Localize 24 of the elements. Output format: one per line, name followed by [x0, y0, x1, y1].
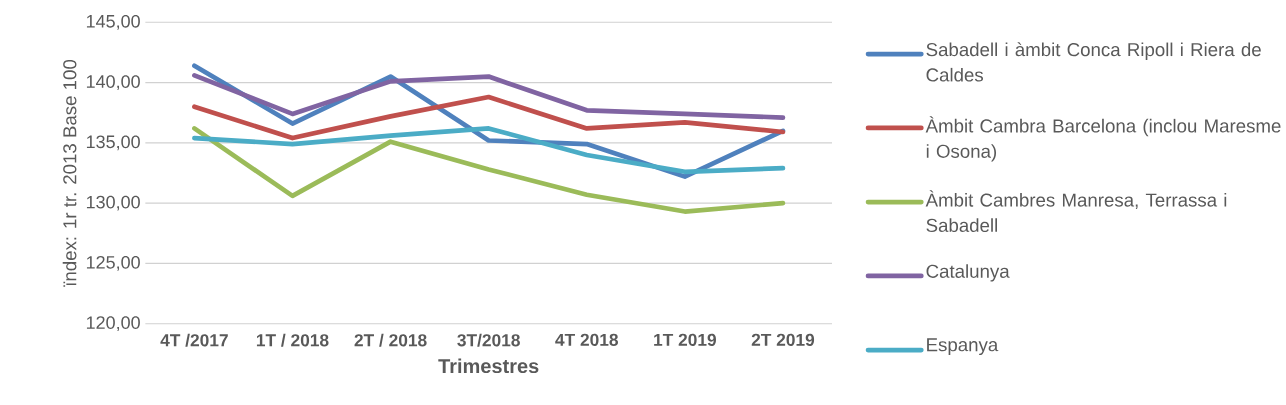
x-tick-label: 1T 2019	[654, 333, 716, 346]
x-tick-label: 4T /2017	[160, 333, 228, 347]
legend-label: Espanya	[927, 338, 999, 356]
line-series	[192, 73, 786, 120]
x-tick-label: 2T 2019	[751, 333, 815, 346]
x-tick-label: 3T/2018	[457, 333, 520, 347]
line-series	[192, 126, 786, 214]
y-tick-label: 140,00	[86, 75, 140, 91]
y-tick-label: 130,00	[86, 195, 140, 211]
y-tick-label: 145,00	[86, 14, 140, 30]
y-axis-title: ïndex: 1r tr. 2013 Base 100	[62, 59, 77, 287]
legend-label: Àmbit Cambra Barcelona (inclou Maresme i Osona)	[925, 116, 1281, 162]
legend-label: Àmbit Cambres Manresa, Terrassa i Sabadell	[925, 190, 1227, 233]
legend-label: Sabadell i àmbit Conca Ripoll i Riera de Caldes	[926, 42, 1261, 82]
x-tick-label: 1T / 2018	[256, 333, 329, 347]
y-tick-label: 120,00	[86, 316, 140, 332]
line-series	[192, 94, 786, 141]
legend-label: Catalunya	[926, 264, 1010, 282]
x-axis-title: Trimestres	[438, 358, 539, 374]
line-series	[192, 126, 786, 175]
y-tick-label: 135,00	[86, 135, 140, 151]
x-tick-label: 2T / 2018	[354, 333, 427, 347]
y-tick-label: 125,00	[86, 255, 140, 271]
x-tick-label: 4T 2018	[555, 333, 619, 346]
